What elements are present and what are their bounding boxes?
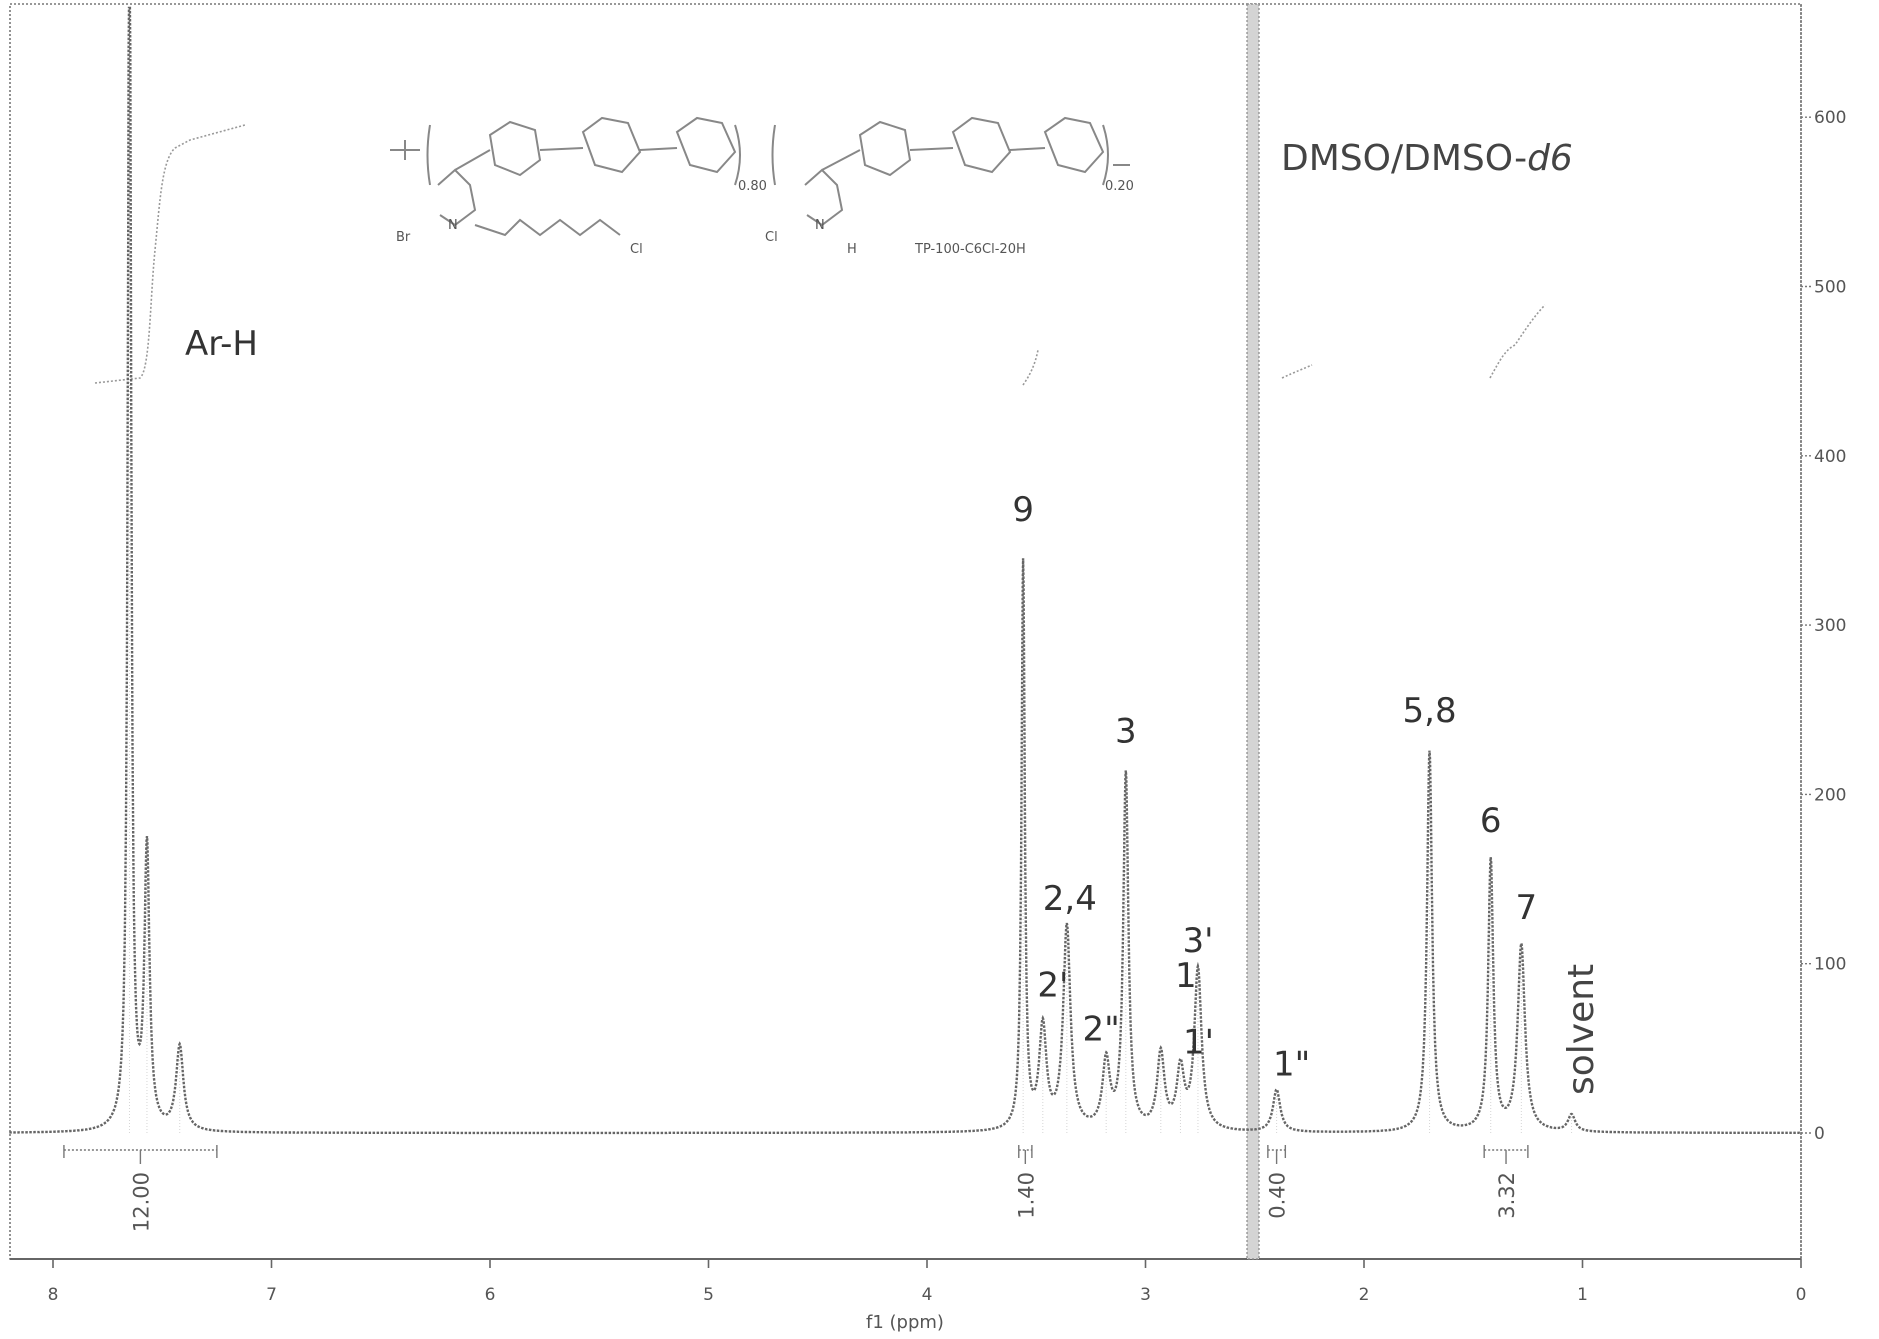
solvent-text-main: DMSO/DMSO- [1281,138,1527,179]
integral-value: 3.32 [1495,1172,1519,1219]
structure-atom-n1: N [448,218,458,233]
integral-value: 12.00 [129,1172,153,1232]
y-tick-label: 0 [1814,1124,1825,1144]
y-axis-ticks: 0 100 200 300 400 500 600 [1801,108,1846,1144]
peak-label: 6 [1480,801,1502,841]
x-tick-label: 7 [266,1285,277,1305]
structure-subscript-1: 0.80 [738,179,767,194]
peak-label: 9 [1012,490,1034,530]
y-tick-label: 400 [1814,447,1846,467]
y-tick-label: 600 [1814,108,1846,128]
x-tick-label: 1 [1577,1285,1588,1305]
integral-curves [94,124,1546,386]
spectrum-layer [9,6,1801,1135]
x-tick-label: 5 [703,1285,714,1305]
integral-value: 1.40 [1014,1172,1038,1219]
peak-label: 1" [1273,1045,1310,1085]
solvent-divider-band [1246,3,1260,1260]
peak-label: 5,8 [1403,691,1457,731]
integral-value: 0.40 [1266,1172,1290,1219]
peak-label: 7 [1515,888,1537,928]
peak-label: 3' [1182,921,1213,961]
peak-labels: 9 2' 2,4 2" 3 1 1' 3' 1" 5,8 6 7 [1012,490,1537,1085]
x-tick-label: 8 [48,1285,59,1305]
structure-atom-n2: N [815,218,825,233]
structure-atom-h: H [847,242,857,257]
x-tick-label: 0 [1796,1285,1807,1305]
aromatic-group-label: Ar-H [185,324,258,364]
peak-label: 1' [1183,1023,1214,1063]
solvent-text-italic: d6 [1527,138,1573,179]
peak-label: 2" [1083,1009,1120,1049]
y-tick-label: 100 [1814,955,1846,975]
x-axis-label: f1 (ppm) [866,1312,944,1333]
chemical-structure: 0.80 Br N Cl 0.20 Cl N H TP-100-C6Cl-20H [390,116,1134,257]
y-tick-label: 200 [1814,785,1846,805]
peak-label: 3 [1115,711,1137,751]
structure-label: TP-100-C6Cl-20H [914,242,1026,257]
y-tick-label: 500 [1814,278,1846,298]
integral-curve-aromatic [94,124,246,384]
peak-label: 1 [1175,956,1197,996]
structure-atom-cl1: Cl [630,242,643,257]
structure-subscript-2: 0.20 [1105,179,1134,194]
peak-label: 2' [1037,965,1068,1005]
x-tick-label: 4 [922,1285,933,1305]
plot-frame [9,3,1802,1260]
solvent-peak-label: solvent [1561,964,1602,1095]
integral-brackets: 12.00 1.40 0.40 3.32 [63,1145,1529,1232]
solvent-text: DMSO/DMSO-d6 [1281,138,1573,179]
integral-curve-3 [1281,364,1313,379]
y-tick-label: 300 [1814,616,1846,636]
spectrum-trace [9,6,1801,1135]
structure-atom-br: Br [396,230,411,245]
x-tick-label: 3 [1140,1285,1151,1305]
x-tick-label: 6 [485,1285,496,1305]
peak-label: 2,4 [1043,879,1097,919]
integral-curve-4 [1489,304,1546,379]
x-tick-label: 2 [1359,1285,1370,1305]
integral-curve-2 [1022,349,1039,386]
structure-atom-cl2: Cl [765,230,778,245]
x-axis-ticks: 8 7 6 5 4 3 2 1 0 [48,1259,1807,1305]
